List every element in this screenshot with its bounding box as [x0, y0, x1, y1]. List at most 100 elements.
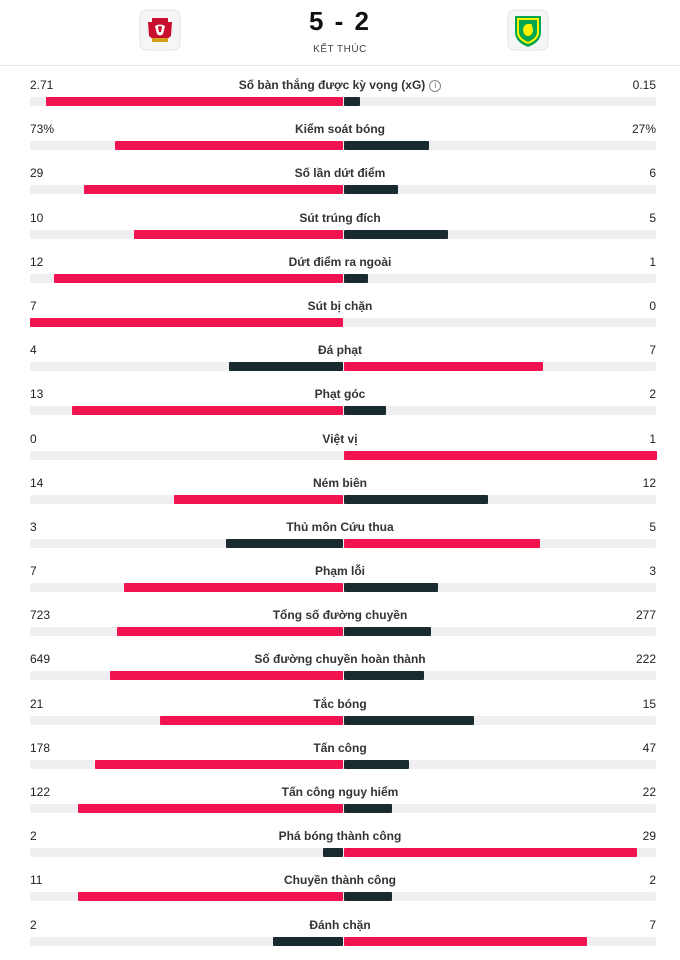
away-stat-bar — [344, 406, 386, 416]
away-stat-bar — [344, 627, 431, 637]
stat-label: Thủ môn Cứu thua — [0, 520, 680, 534]
home-stat-value: 2 — [30, 829, 37, 844]
stat-label-text: Sút trúng đích — [299, 210, 381, 225]
stat-bar-track — [30, 715, 656, 725]
stat-row: 14 Ném biên 12 — [0, 464, 680, 508]
away-stat-value: 0 — [649, 298, 656, 313]
stat-label: Sút bị chặn — [0, 299, 680, 313]
stat-row: 29 Số lần dứt điểm 6 — [0, 154, 680, 198]
stat-bar-track — [30, 273, 656, 283]
stat-label-text: Thủ môn Cứu thua — [286, 519, 394, 534]
stat-bar-track — [30, 362, 656, 372]
stat-bar-track — [30, 450, 657, 460]
stat-bar-track — [30, 804, 656, 813]
home-stat-value: 122 — [30, 785, 51, 799]
home-stat-bar — [229, 362, 343, 372]
stat-label: Việt vị — [0, 432, 680, 446]
stat-bar-track — [30, 583, 656, 593]
stat-row: 12 Dứt điểm ra ngoài 1 — [0, 243, 680, 287]
stat-row: 7 Phạm lỗi 3 — [0, 552, 680, 596]
stat-bar-track — [30, 936, 656, 946]
match-status: KẾT THÚC — [313, 44, 367, 55]
home-stat-bar — [95, 759, 343, 769]
away-stat-value: 5 — [649, 210, 656, 225]
home-stat-bar — [72, 406, 343, 416]
stat-label: Đá phạt — [0, 343, 680, 357]
home-stat-bar — [30, 317, 343, 327]
stat-bar-track — [30, 627, 656, 637]
home-stat-value: 649 — [30, 652, 51, 667]
stat-bar-track — [30, 538, 656, 548]
stat-row: 649 Số đường chuyền hoàn thành 222 — [0, 640, 680, 684]
stat-label: Kiểm soát bóng — [0, 122, 680, 136]
away-stat-value: 27% — [631, 122, 656, 137]
stat-label-text: Tắc bóng — [313, 696, 367, 711]
away-stat-value: 7 — [649, 917, 656, 932]
away-stat-bar — [344, 671, 424, 681]
home-stat-value: 3 — [30, 519, 37, 534]
stat-label: Sút trúng đích — [0, 211, 680, 225]
home-stat-value: 0 — [30, 431, 37, 446]
stat-label-text: Đá phạt — [317, 343, 362, 358]
stat-row: 2 Phá bóng thành công 29 — [0, 817, 680, 861]
home-stat-bar — [84, 185, 343, 195]
away-stat-value: 47 — [642, 740, 656, 755]
stat-bar-track — [30, 671, 656, 681]
stat-row: 73% Kiểm soát bóng 27% — [0, 110, 680, 154]
home-stat-value: 13 — [30, 387, 44, 402]
away-stat-value: 3 — [649, 564, 656, 579]
away-stat-bar — [344, 362, 543, 372]
stat-row: 723 Tổng số đường chuyền 277 — [0, 596, 680, 640]
stat-label-text: Kiểm soát bóng — [294, 122, 385, 137]
stat-bar-track — [30, 494, 656, 504]
stat-label-text: Phá bóng thành công — [278, 829, 402, 844]
stat-label-text: Số đường chuyền hoàn thành — [254, 652, 426, 667]
away-stat-bar — [344, 583, 438, 593]
stat-label: Đánh chặn — [0, 918, 680, 932]
away-stat-bar — [344, 538, 540, 548]
home-stat-bar — [134, 229, 343, 239]
stat-label: Chuyền thành công — [0, 873, 680, 887]
stat-label-text: Tấn công — [313, 740, 367, 755]
stat-row: 2.71 Số bàn thắng được kỳ vọng (xG) i 0.15 — [0, 66, 680, 110]
home-stat-bar — [226, 538, 343, 548]
home-stat-value: 14 — [30, 475, 44, 490]
norwich-crest-icon[interactable] — [506, 8, 550, 52]
stat-label: Ném biên — [0, 476, 680, 490]
stat-label: Tổng số đường chuyền — [0, 608, 680, 622]
away-stat-value: 22 — [642, 785, 656, 799]
info-icon[interactable]: i — [429, 80, 442, 92]
away-stat-bar — [344, 892, 392, 902]
stat-label-text: Sút bị chặn — [307, 298, 373, 313]
home-stat-bar — [117, 627, 343, 637]
stat-label-text: Đánh chặn — [309, 917, 371, 932]
home-stat-value: 21 — [30, 696, 44, 711]
stat-label: Số lần dứt điểm — [0, 166, 680, 180]
stat-label-text: Ném biên — [312, 475, 367, 490]
stat-label-text: Tấn công nguy hiểm — [281, 785, 399, 799]
stat-label-text: Phạt góc — [314, 387, 366, 402]
stat-label: Tấn công nguy hiểm — [0, 785, 680, 799]
home-stat-bar — [46, 97, 343, 106]
stat-label-text: Số lần dứt điểm — [294, 166, 386, 181]
away-stat-bar — [344, 141, 429, 151]
home-stat-value: 7 — [30, 564, 37, 579]
home-stat-value: 723 — [30, 608, 51, 623]
away-stat-bar — [344, 450, 657, 460]
liverpool-crest-icon[interactable] — [138, 8, 182, 52]
home-stat-bar — [115, 141, 343, 151]
match-score: 5 - 2 — [308, 6, 372, 36]
home-stat-bar — [160, 715, 343, 725]
match-header: 5 - 2 KẾT THÚC — [0, 0, 680, 66]
stat-label-text: Chuyền thành công — [284, 873, 396, 888]
home-stat-bar — [78, 804, 343, 813]
away-stat-bar — [344, 848, 637, 858]
home-stat-bar — [323, 848, 343, 858]
stat-label-text: Phạm lỗi — [314, 564, 365, 579]
away-stat-value: 1 — [649, 254, 656, 269]
away-stat-value: 5 — [649, 519, 656, 534]
stat-row: 13 Phạt góc 2 — [0, 375, 680, 419]
away-stat-bar — [344, 229, 448, 239]
away-stat-value: 222 — [635, 652, 656, 667]
home-stat-value: 2.71 — [30, 78, 54, 92]
